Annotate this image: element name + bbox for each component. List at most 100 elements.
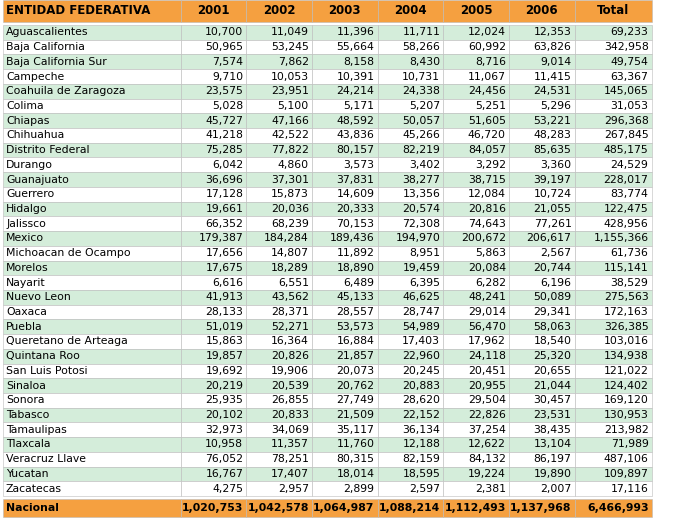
Text: 5,171: 5,171 bbox=[343, 101, 375, 111]
Bar bbox=[3, 393, 180, 408]
Bar bbox=[180, 290, 246, 305]
Bar bbox=[443, 290, 509, 305]
Bar bbox=[509, 452, 575, 467]
Bar bbox=[3, 246, 180, 261]
Text: Tamaulipas: Tamaulipas bbox=[6, 425, 67, 435]
Bar bbox=[377, 437, 443, 452]
Bar bbox=[575, 378, 652, 393]
Text: 194,970: 194,970 bbox=[395, 234, 440, 243]
Bar bbox=[575, 422, 652, 437]
Text: 60,992: 60,992 bbox=[468, 42, 506, 52]
Text: 8,716: 8,716 bbox=[475, 57, 506, 67]
Bar bbox=[377, 499, 443, 517]
Bar bbox=[180, 201, 246, 216]
Bar bbox=[443, 231, 509, 246]
Bar bbox=[377, 143, 443, 157]
Bar bbox=[180, 499, 246, 517]
Text: 28,747: 28,747 bbox=[402, 307, 440, 317]
Bar bbox=[443, 275, 509, 290]
Bar bbox=[443, 422, 509, 437]
Bar bbox=[509, 378, 575, 393]
Bar bbox=[246, 467, 312, 481]
Bar bbox=[3, 363, 180, 378]
Text: 10,700: 10,700 bbox=[205, 28, 243, 37]
Bar bbox=[180, 25, 246, 40]
Bar bbox=[3, 231, 180, 246]
Text: 21,857: 21,857 bbox=[337, 351, 375, 361]
Bar bbox=[3, 54, 180, 69]
Bar bbox=[246, 0, 312, 22]
Text: 8,158: 8,158 bbox=[343, 57, 375, 67]
Text: 29,014: 29,014 bbox=[468, 307, 506, 317]
Text: 83,774: 83,774 bbox=[610, 189, 648, 199]
Bar bbox=[575, 25, 652, 40]
Text: 13,104: 13,104 bbox=[533, 440, 571, 449]
Bar bbox=[180, 319, 246, 334]
Bar bbox=[312, 349, 377, 363]
Text: 85,635: 85,635 bbox=[533, 145, 571, 155]
Text: 53,221: 53,221 bbox=[533, 116, 571, 126]
Text: 22,960: 22,960 bbox=[402, 351, 440, 361]
Bar bbox=[575, 69, 652, 84]
Bar bbox=[377, 467, 443, 481]
Text: 20,451: 20,451 bbox=[468, 366, 506, 376]
Bar bbox=[509, 319, 575, 334]
Text: 11,711: 11,711 bbox=[402, 28, 440, 37]
Bar bbox=[443, 25, 509, 40]
Bar bbox=[509, 157, 575, 172]
Text: 20,036: 20,036 bbox=[271, 204, 309, 214]
Bar bbox=[312, 499, 377, 517]
Bar bbox=[312, 393, 377, 408]
Text: 46,625: 46,625 bbox=[402, 292, 440, 302]
Bar bbox=[443, 481, 509, 496]
Text: 326,385: 326,385 bbox=[604, 322, 648, 332]
Bar bbox=[575, 437, 652, 452]
Bar bbox=[180, 467, 246, 481]
Text: 46,720: 46,720 bbox=[468, 130, 506, 141]
Bar bbox=[3, 481, 180, 496]
Text: 19,890: 19,890 bbox=[533, 469, 571, 479]
Text: 189,436: 189,436 bbox=[330, 234, 375, 243]
Bar bbox=[3, 84, 180, 99]
Text: 32,973: 32,973 bbox=[206, 425, 243, 435]
Bar bbox=[509, 290, 575, 305]
Text: 17,128: 17,128 bbox=[206, 189, 243, 199]
Bar bbox=[509, 349, 575, 363]
Bar bbox=[312, 172, 377, 187]
Bar bbox=[312, 216, 377, 231]
Bar bbox=[246, 187, 312, 201]
Text: 134,938: 134,938 bbox=[604, 351, 648, 361]
Bar bbox=[3, 499, 180, 517]
Text: 37,301: 37,301 bbox=[271, 174, 309, 185]
Bar bbox=[180, 275, 246, 290]
Text: 19,906: 19,906 bbox=[271, 366, 309, 376]
Bar bbox=[377, 319, 443, 334]
Text: Tlaxcala: Tlaxcala bbox=[6, 440, 51, 449]
Bar bbox=[312, 40, 377, 54]
Text: 26,855: 26,855 bbox=[271, 395, 309, 405]
Text: 4,275: 4,275 bbox=[212, 484, 243, 494]
Bar bbox=[312, 246, 377, 261]
Bar bbox=[246, 349, 312, 363]
Bar bbox=[246, 275, 312, 290]
Bar bbox=[312, 290, 377, 305]
Text: 3,360: 3,360 bbox=[540, 160, 571, 170]
Bar bbox=[443, 84, 509, 99]
Text: 20,655: 20,655 bbox=[533, 366, 571, 376]
Text: 20,102: 20,102 bbox=[205, 410, 243, 420]
Bar bbox=[246, 201, 312, 216]
Bar bbox=[246, 422, 312, 437]
Text: Sonora: Sonora bbox=[6, 395, 45, 405]
Bar bbox=[443, 187, 509, 201]
Text: 6,466,993: 6,466,993 bbox=[587, 503, 648, 513]
Text: 17,116: 17,116 bbox=[610, 484, 648, 494]
Text: 10,391: 10,391 bbox=[337, 72, 375, 81]
Bar bbox=[443, 393, 509, 408]
Bar bbox=[180, 422, 246, 437]
Bar bbox=[443, 69, 509, 84]
Bar bbox=[509, 422, 575, 437]
Bar bbox=[443, 143, 509, 157]
Bar bbox=[180, 113, 246, 128]
Bar bbox=[575, 261, 652, 275]
Text: Mexico: Mexico bbox=[6, 234, 44, 243]
